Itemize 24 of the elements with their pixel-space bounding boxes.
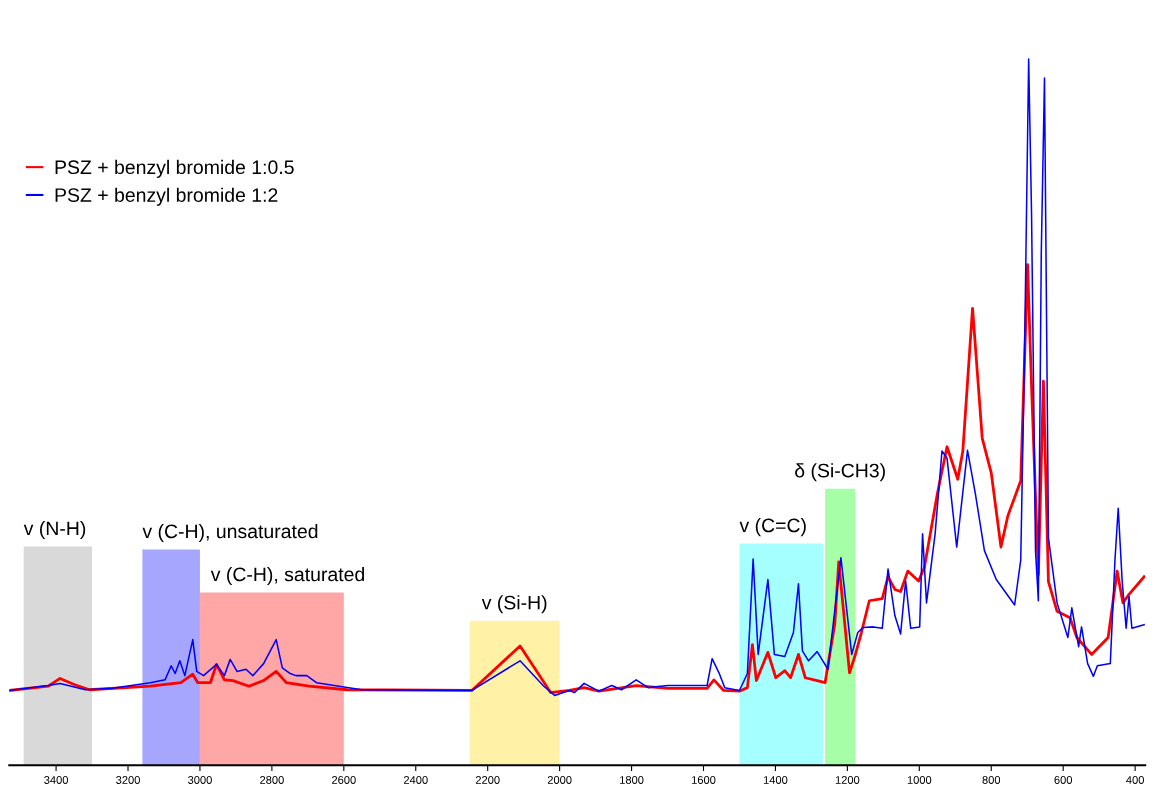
x-tick-label: 3200 bbox=[116, 776, 140, 784]
band-label: δ (Si-CH3) bbox=[795, 463, 885, 482]
x-tick-label: 2600 bbox=[332, 776, 356, 784]
band-label: v (C=C) bbox=[739, 518, 806, 537]
legend-label: PSZ + benzyl bromide 1:2 bbox=[55, 187, 278, 206]
x-tick-label: 1600 bbox=[692, 776, 716, 784]
x-tick-label: 1400 bbox=[763, 776, 788, 784]
x-tick-label: 3400 bbox=[44, 776, 68, 784]
x-tick-label: 600 bbox=[1054, 776, 1073, 784]
x-tick-label: 2000 bbox=[547, 776, 572, 784]
legend-label: PSZ + benzyl bromide 1:0.5 bbox=[55, 159, 294, 178]
x-tick-label: 2200 bbox=[475, 776, 500, 784]
band-label: v (C-H), unsaturated bbox=[142, 523, 318, 543]
x-tick-label: 1200 bbox=[835, 776, 860, 784]
x-tick-label: 2800 bbox=[260, 776, 284, 784]
x-tick-label: 400 bbox=[1126, 776, 1144, 784]
x-tick-label: 1000 bbox=[907, 776, 932, 784]
band-label: v (N-H) bbox=[23, 521, 86, 540]
band-label: v (Si-H) bbox=[481, 595, 547, 614]
band-label: v (C-H), saturated bbox=[210, 566, 364, 586]
x-tick-label: 1800 bbox=[620, 776, 644, 784]
x-tick-label: 3000 bbox=[188, 776, 212, 784]
x-tick-label: 800 bbox=[982, 776, 1001, 784]
x-tick-label: 2400 bbox=[403, 776, 428, 784]
